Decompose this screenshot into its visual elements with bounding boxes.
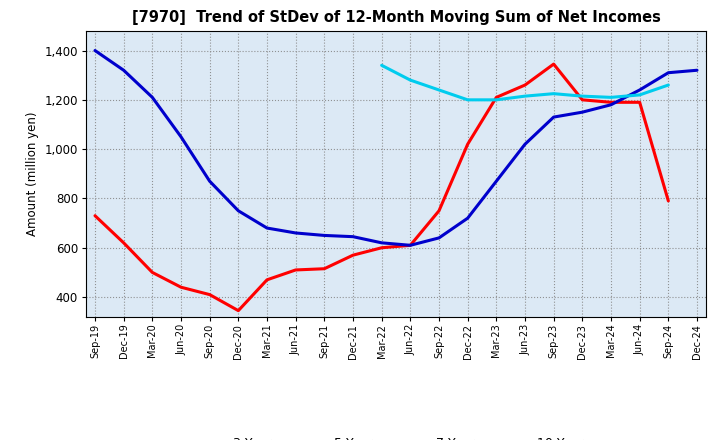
3 Years	[406, 242, 415, 248]
3 Years	[435, 208, 444, 213]
5 Years	[521, 142, 529, 147]
7 Years	[377, 62, 386, 68]
5 Years	[435, 235, 444, 241]
5 Years	[320, 233, 328, 238]
5 Years	[348, 234, 357, 239]
3 Years	[292, 268, 300, 273]
3 Years	[148, 270, 157, 275]
3 Years	[320, 266, 328, 271]
3 Years	[549, 62, 558, 67]
Line: 5 Years: 5 Years	[95, 51, 697, 245]
5 Years	[464, 216, 472, 221]
Line: 7 Years: 7 Years	[382, 65, 668, 100]
3 Years	[120, 240, 128, 246]
7 Years	[664, 82, 672, 88]
3 Years	[263, 277, 271, 282]
5 Years	[292, 230, 300, 235]
5 Years	[578, 110, 587, 115]
5 Years	[693, 68, 701, 73]
3 Years	[664, 198, 672, 204]
3 Years	[234, 308, 243, 313]
3 Years	[348, 253, 357, 258]
7 Years	[492, 97, 500, 103]
5 Years	[406, 242, 415, 248]
3 Years	[377, 245, 386, 250]
7 Years	[607, 95, 616, 100]
3 Years	[635, 99, 644, 105]
5 Years	[607, 102, 616, 107]
5 Years	[492, 179, 500, 184]
5 Years	[377, 240, 386, 246]
5 Years	[234, 208, 243, 213]
3 Years	[492, 95, 500, 100]
5 Years	[263, 225, 271, 231]
Y-axis label: Amount (million yen): Amount (million yen)	[26, 112, 39, 236]
Line: 3 Years: 3 Years	[95, 64, 668, 311]
5 Years	[176, 134, 185, 139]
7 Years	[406, 77, 415, 83]
7 Years	[435, 87, 444, 92]
3 Years	[205, 292, 214, 297]
5 Years	[635, 87, 644, 92]
7 Years	[521, 93, 529, 99]
7 Years	[635, 92, 644, 98]
5 Years	[205, 179, 214, 184]
7 Years	[578, 93, 587, 99]
5 Years	[148, 95, 157, 100]
3 Years	[91, 213, 99, 218]
5 Years	[91, 48, 99, 53]
3 Years	[464, 142, 472, 147]
3 Years	[521, 82, 529, 88]
5 Years	[120, 68, 128, 73]
3 Years	[607, 99, 616, 105]
5 Years	[549, 114, 558, 120]
5 Years	[664, 70, 672, 75]
3 Years	[176, 285, 185, 290]
7 Years	[464, 97, 472, 103]
Legend: 3 Years, 5 Years, 7 Years, 10 Years: 3 Years, 5 Years, 7 Years, 10 Years	[197, 432, 595, 440]
Title: [7970]  Trend of StDev of 12-Month Moving Sum of Net Incomes: [7970] Trend of StDev of 12-Month Moving…	[132, 11, 660, 26]
7 Years	[549, 91, 558, 96]
3 Years	[578, 97, 587, 103]
